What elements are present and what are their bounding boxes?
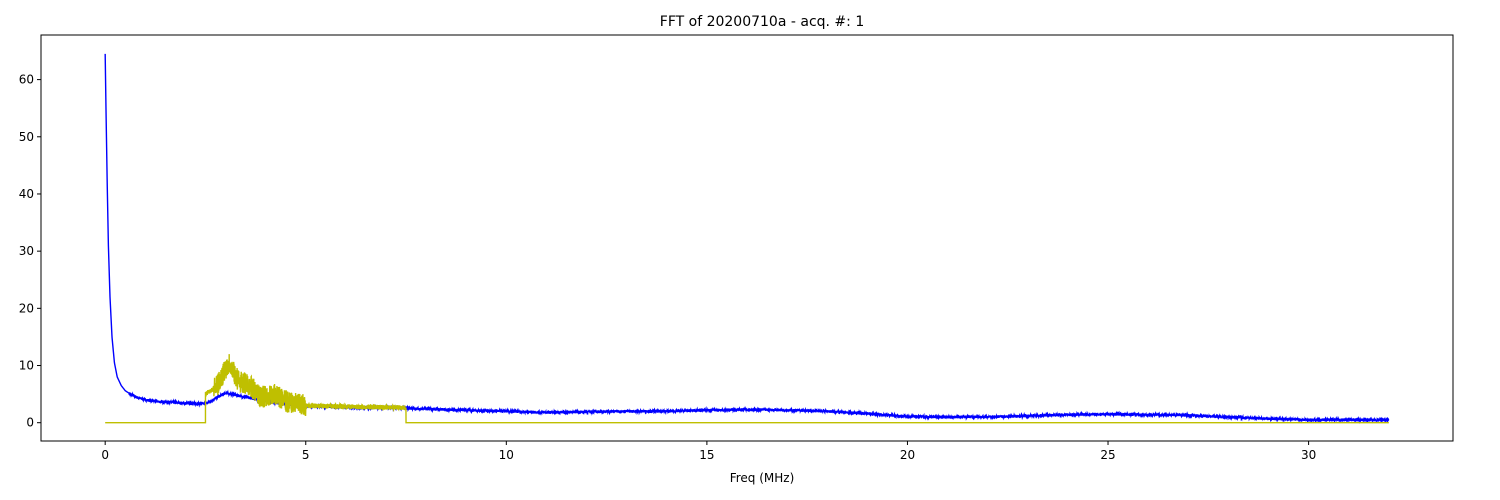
chart-title: FFT of 20200710a - acq. #: 1 (660, 14, 864, 30)
x-tick-label: 30 (1301, 448, 1316, 462)
series-line-1 (105, 354, 1389, 424)
x-tick-label: 15 (699, 448, 714, 462)
ticks-layer: 0 5 10 15 20 25 30 0 10 20 30 40 50 60 (19, 73, 1317, 462)
x-tick-label: 0 (101, 448, 109, 462)
x-tick-label: 20 (900, 448, 915, 462)
x-tick-label: 25 (1100, 448, 1115, 462)
series-layer (104, 53, 1390, 424)
series-line-0 (104, 53, 1390, 424)
y-tick-label: 60 (19, 73, 34, 87)
x-axis-title: Freq (MHz) (730, 471, 795, 485)
y-tick-label: 10 (19, 359, 34, 373)
y-tick-label: 50 (19, 130, 34, 144)
plot-frame (40, 34, 1454, 442)
y-tick-label: 30 (19, 244, 34, 258)
x-tick-label: 10 (499, 448, 514, 462)
x-tick-label: 5 (302, 448, 310, 462)
y-tick-label: 20 (19, 301, 34, 315)
y-tick-label: 40 (19, 187, 34, 201)
y-tick-label: 0 (26, 416, 34, 430)
